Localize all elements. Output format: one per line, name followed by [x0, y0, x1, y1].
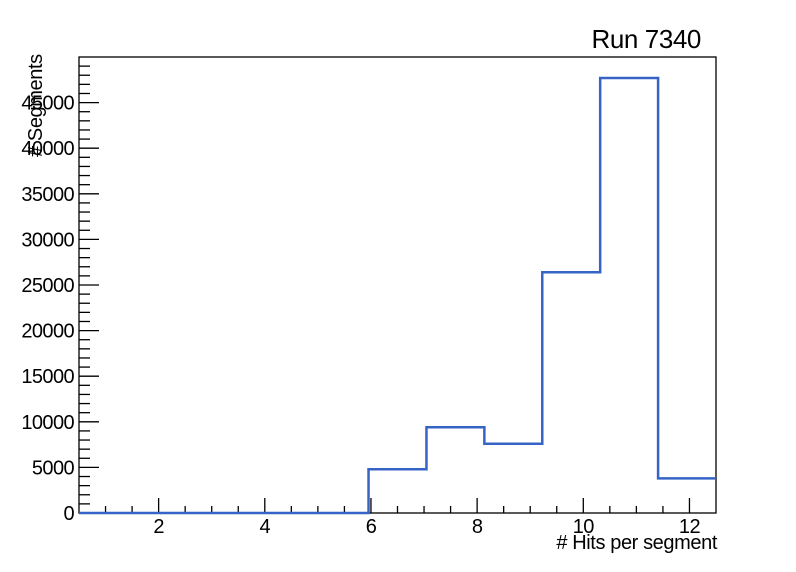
x-axis-title: # Hits per segment [556, 532, 717, 554]
y-tick-label: 5000 [32, 457, 75, 479]
y-tick-label: 15000 [21, 366, 74, 388]
plot-frame [78, 56, 717, 514]
x-tick-label: 4 [260, 516, 271, 538]
y-tick-label: 30000 [21, 229, 74, 251]
y-tick-label: 10000 [21, 412, 74, 434]
chart-generated-layer: 2 4 6 8 10 12 0 5000 10000 15000 20000 25000 30000 35… [21, 56, 717, 538]
x-tick-label: 6 [366, 516, 377, 538]
x-tick-label: 10 [573, 516, 595, 538]
y-tick-label: 40000 [21, 138, 74, 160]
y-tick-label: 0 [63, 503, 74, 525]
y-tick-label: 20000 [21, 321, 74, 343]
x-tick-label: 2 [153, 516, 164, 538]
y-tick-label: 45000 [21, 93, 74, 115]
x-tick-label: 8 [472, 516, 483, 538]
chart-title: Run 7340 [591, 24, 701, 54]
histogram-line [79, 76, 716, 515]
y-tick-label: 35000 [21, 184, 74, 206]
y-axis-title: # Segments [25, 54, 47, 157]
x-tick-label: 12 [679, 516, 701, 538]
y-tick-label: 25000 [21, 275, 74, 297]
